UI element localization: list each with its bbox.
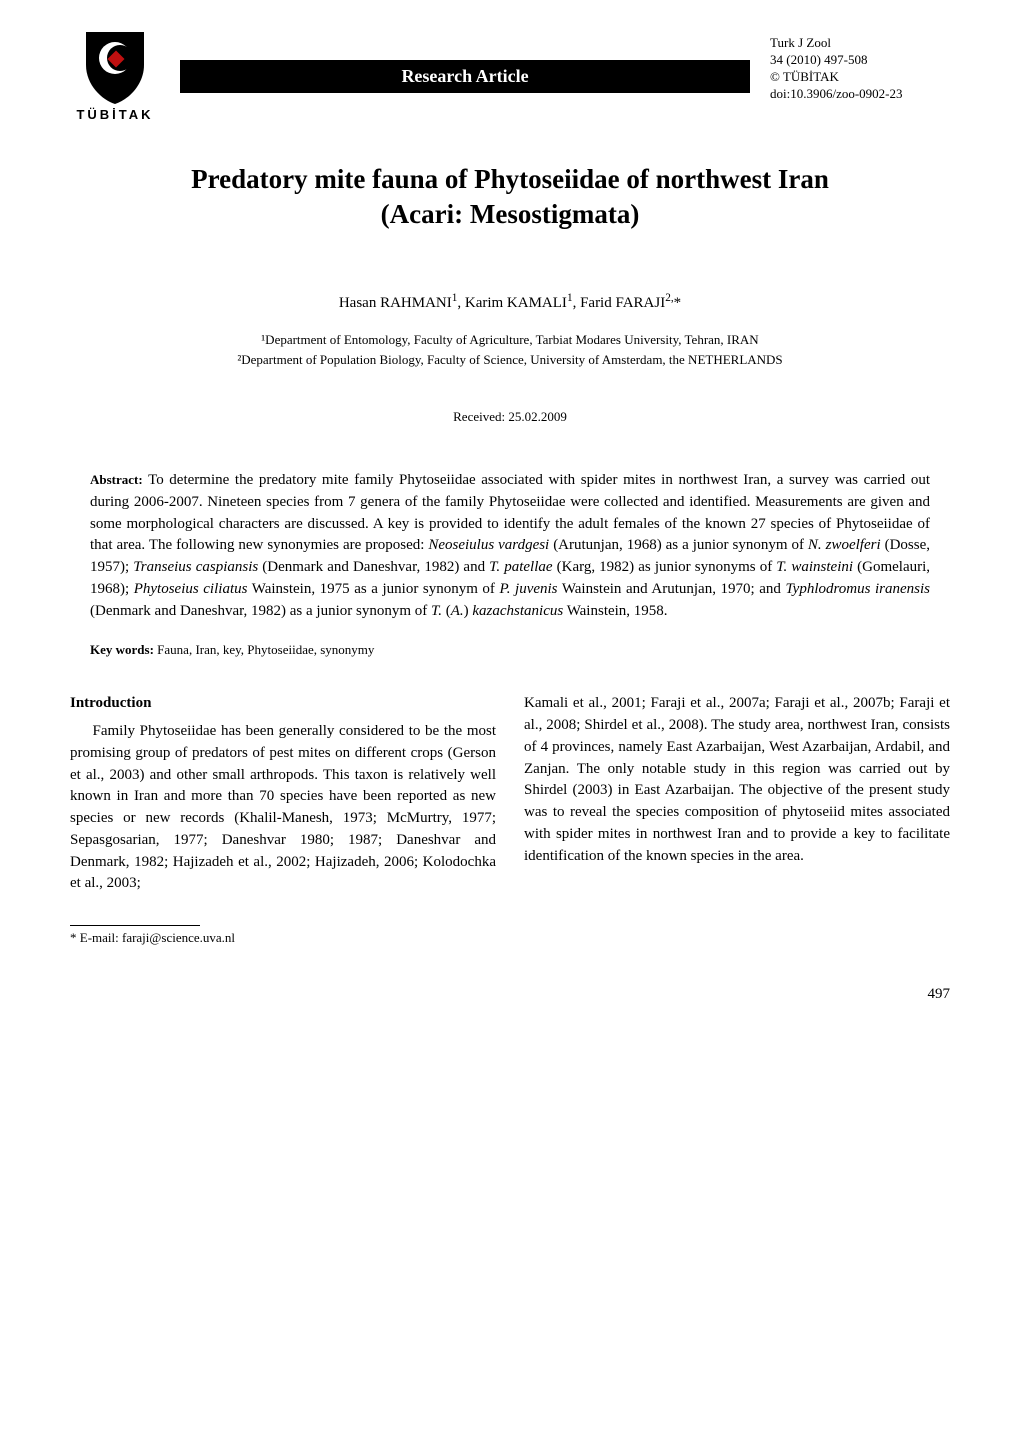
footnote-rule: [70, 925, 200, 926]
affiliation-1: ¹Department of Entomology, Faculty of Ag…: [70, 330, 950, 350]
journal-volume-pages: 34 (2010) 497-508: [770, 52, 950, 69]
abstract-species-7: T. patellae: [489, 559, 552, 575]
abstract-species-5: Transeius caspiansis: [133, 559, 258, 575]
abstract-text-14: Wainstein and Arutunjan, 1970; and: [558, 581, 786, 597]
banner-container: Research Article: [180, 60, 750, 93]
abstract: Abstract: To determine the predatory mit…: [90, 470, 930, 622]
abstract-species-3: N. zwoelferi: [808, 537, 881, 553]
keywords: Key words: Fauna, Iran, key, Phytoseiida…: [90, 642, 930, 658]
abstract-species-11: Phytoseius ciliatus: [134, 581, 248, 597]
publisher-logo-block: TÜBİTAK: [70, 30, 160, 122]
affiliation-2: ²Department of Population Biology, Facul…: [70, 350, 950, 370]
abstract-species-13: P. juvenis: [500, 581, 558, 597]
abstract-species-1: Neoseiulus vardgesi: [428, 537, 549, 553]
abstract-species-19: A.: [451, 603, 464, 619]
section-heading-introduction: Introduction: [70, 693, 496, 715]
journal-doi: doi:10.3906/zoo-0902-23: [770, 86, 950, 103]
article-title: Predatory mite fauna of Phytoseiidae of …: [70, 162, 950, 232]
corresponding-author-footnote: * E-mail: faraji@science.uva.nl: [70, 930, 950, 946]
article-type-banner: Research Article: [180, 60, 750, 93]
abstract-species-15: Typhlodromus iranensis: [785, 581, 930, 597]
column-left: Introduction Family Phytoseiidae has bee…: [70, 693, 496, 895]
affiliations: ¹Department of Entomology, Faculty of Ag…: [70, 330, 950, 369]
abstract-text-8: (Karg, 1982) as junior synonyms of: [553, 559, 777, 575]
authors: Hasan RAHMANI1, Karim KAMALI1, Farid FAR…: [70, 292, 950, 312]
abstract-species-17: T.: [431, 603, 442, 619]
page-number: 497: [70, 986, 950, 1003]
journal-copyright: © TÜBİTAK: [770, 69, 950, 86]
header-row: TÜBİTAK Research Article Turk J Zool 34 …: [70, 30, 950, 122]
journal-meta: Turk J Zool 34 (2010) 497-508 © TÜBİTAK …: [770, 35, 950, 103]
title-line-2: (Acari: Mesostigmata): [70, 197, 950, 232]
title-line-1: Predatory mite fauna of Phytoseiidae of …: [70, 162, 950, 197]
received-date: Received: 25.02.2009: [70, 409, 950, 425]
abstract-species-21: kazachstanicus: [472, 603, 563, 619]
abstract-text-16: (Denmark and Daneshvar, 1982) as a junio…: [90, 603, 431, 619]
journal-name: Turk J Zool: [770, 35, 950, 52]
abstract-text-22: Wainstein, 1958.: [563, 603, 667, 619]
abstract-species-9: T. wainsteini: [776, 559, 853, 575]
keywords-label: Key words:: [90, 642, 154, 657]
column-right: Kamali et al., 2001; Faraji et al., 2007…: [524, 693, 950, 895]
body-two-column: Introduction Family Phytoseiidae has bee…: [70, 693, 950, 895]
publisher-logo-text: TÜBİTAK: [76, 107, 153, 122]
abstract-text-18: (: [442, 603, 451, 619]
tubitak-shield-icon: [80, 30, 150, 105]
abstract-text-2: (Arutunjan, 1968) as a junior synonym of: [549, 537, 808, 553]
abstract-text-6: (Denmark and Daneshvar, 1982) and: [258, 559, 489, 575]
intro-para-right: Kamali et al., 2001; Faraji et al., 2007…: [524, 693, 950, 867]
intro-para-left: Family Phytoseiidae has been generally c…: [70, 721, 496, 895]
abstract-text-12: Wainstein, 1975 as a junior synonym of: [247, 581, 499, 597]
keywords-text: Fauna, Iran, key, Phytoseiidae, synonymy: [154, 642, 374, 657]
abstract-label: Abstract:: [90, 472, 143, 487]
